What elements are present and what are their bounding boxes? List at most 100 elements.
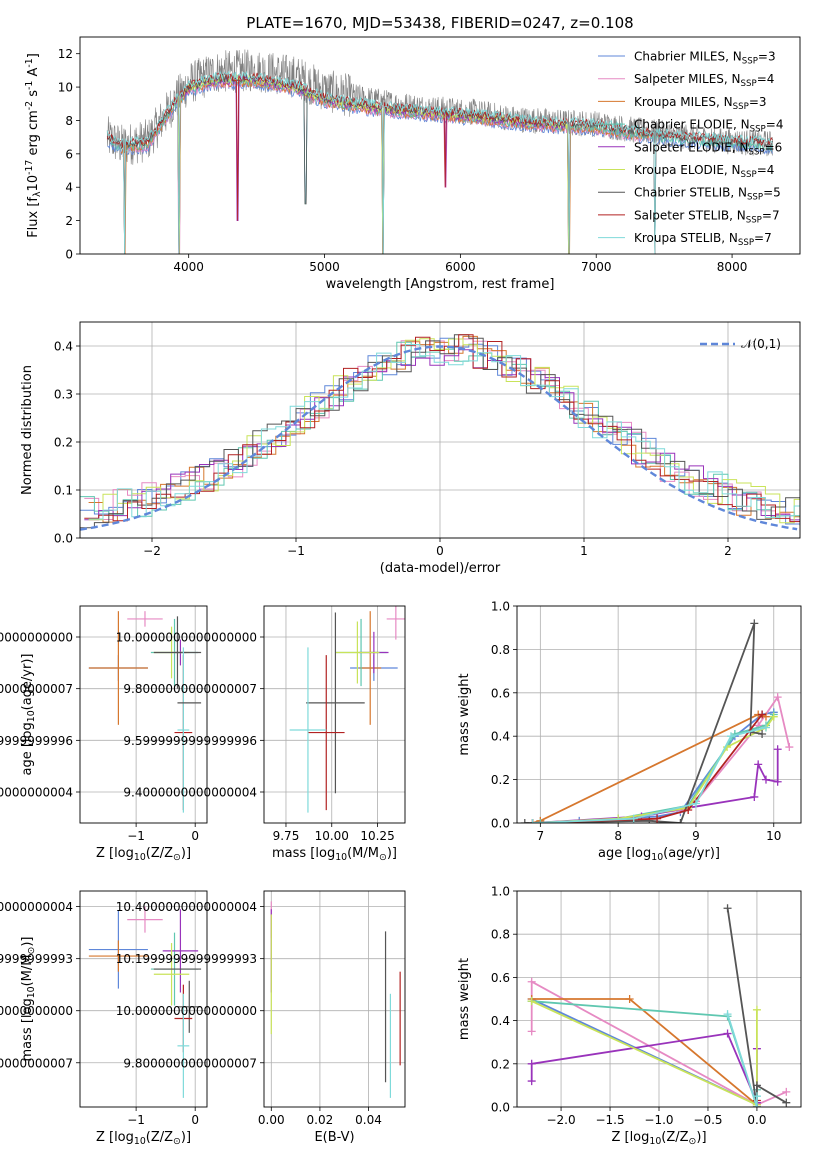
axes-frame-residuals [79, 321, 801, 539]
x-tick-label: 0.0 [747, 1113, 766, 1127]
x-tick-label: 9 [692, 829, 700, 843]
y-axis-label: mass [log10(M/M⊙)] [20, 937, 37, 1062]
axes-frame-ebv_mass [263, 890, 406, 1108]
y-tick-label: 10.0000000000000000 [0, 1004, 73, 1018]
weight-marker [527, 1059, 536, 1068]
errorbar-point [359, 611, 382, 725]
weight-series-8 [723, 1010, 761, 1107]
plot-area-Z_mass [88, 906, 202, 1098]
y-tick-label: 0.2 [491, 773, 510, 787]
errorbar-point [127, 906, 163, 933]
x-tick-label: 0 [191, 829, 199, 843]
plot-area-mass_age [289, 606, 405, 813]
y-tick-label: 12 [58, 47, 73, 61]
errorbar-point [177, 647, 190, 813]
weight-series-5 [528, 712, 778, 823]
weight-series-6 [520, 619, 767, 823]
weight-marker [676, 819, 685, 823]
weight-marker [691, 799, 700, 808]
model-spectrum-8 [106, 70, 773, 254]
errorbar-point [153, 943, 190, 1006]
weight-marker [750, 792, 759, 801]
x-axis-label: mass [log10(M/M⊙)] [272, 846, 397, 863]
plot-area-Z_age [88, 611, 202, 813]
y-tick-label: 0.4 [491, 1014, 510, 1028]
residual-histogram-5 [88, 338, 800, 524]
weight-marker [782, 1098, 791, 1107]
y-axis-label: age [log10(age/yr)] [20, 654, 37, 776]
weight-series-2 [528, 710, 770, 823]
y-tick-label: 1.0 [491, 600, 510, 614]
x-axis-label: age [log10(age/yr)] [598, 846, 720, 863]
x-tick-label: −0.5 [693, 1113, 722, 1127]
y-tick-label: 0.6 [491, 971, 510, 985]
axes-frame-Z_mass [79, 890, 208, 1108]
weight-marker [527, 977, 536, 986]
legend-entry: Chabrier ELODIE, NSSP=4 [634, 118, 783, 135]
x-axis-label: (data-model)/error [380, 561, 501, 576]
errorbar-point [306, 612, 365, 794]
weight-marker [625, 995, 634, 1003]
figure-title: PLATE=1670, MJD=53438, FIBERID=0247, z=0… [246, 14, 633, 32]
weight-series-8 [528, 723, 770, 823]
y-tick-label: 9.5999999999999996 [0, 734, 73, 748]
y-tick-label: 0.0 [491, 1101, 510, 1115]
x-axis-label: Z [log10(Z/Z⊙)] [611, 1130, 706, 1147]
x-tick-label: 5000 [309, 260, 340, 274]
axes-frame-mass_age [263, 605, 406, 824]
residual-histogram-3 [80, 341, 800, 526]
x-tick-label: 0.00 [258, 1113, 285, 1127]
x-tick-label: 10.25 [360, 829, 394, 843]
x-axis-label: Z [log10(Z/Z⊙)] [96, 846, 191, 863]
errorbar-point [88, 940, 148, 972]
weight-marker [752, 1081, 761, 1090]
y-tick-label: 1.0 [491, 885, 510, 899]
legend-entry: Kroupa STELIB, NSSP=7 [634, 231, 772, 248]
weight-marker [761, 723, 770, 732]
x-tick-label: −1 [127, 1113, 145, 1127]
y-axis-label: Normed distribution [20, 365, 35, 495]
x-tick-label: −1.5 [595, 1113, 624, 1127]
x-tick-label: 10 [766, 829, 781, 843]
x-tick-label: 0 [191, 1113, 199, 1127]
x-tick-label: 4000 [173, 260, 204, 274]
plot-area-age_weight [520, 619, 794, 823]
x-tick-label: 7 [537, 829, 545, 843]
residual-histogram-4 [84, 349, 800, 521]
plot-area-residuals [80, 334, 800, 531]
y-tick-label: 0.2 [54, 436, 73, 450]
x-tick-label: 0.04 [355, 1113, 382, 1127]
y-tick-label: 2 [65, 214, 73, 228]
weight-marker [758, 710, 767, 719]
legend-entry: 𝒩(0,1) [741, 337, 781, 351]
x-tick-label: 6000 [445, 260, 476, 274]
axes-frame-Z_age [79, 605, 208, 824]
y-tick-label: 0.3 [54, 388, 73, 402]
y-tick-label: 10.1999999999999993 [116, 952, 257, 966]
y-tick-label: 9.5999999999999996 [123, 734, 257, 748]
y-tick-label: 0.4 [54, 340, 73, 354]
legend-spectrum: Chabrier MILES, NSSP=3 Salpeter MILES, NS… [598, 50, 783, 248]
weight-marker [527, 997, 536, 1006]
y-tick-label: 0 [65, 248, 73, 262]
chart-Z_age: −1 0 9.4000000000000004 9.5999999999999996 9… [0, 605, 208, 843]
weight-marker [684, 805, 693, 814]
y-axis-label: Flux [fλ10-17 erg cm-2 s-1 A-1] [24, 53, 43, 238]
y-tick-label: 8 [65, 114, 73, 128]
grid-mass_age [264, 606, 405, 823]
x-tick-label: −2 [143, 544, 161, 558]
weight-marker [773, 777, 782, 786]
errorbar-point [177, 993, 190, 1098]
weight-marker [785, 743, 794, 752]
errorbar-point [386, 606, 405, 640]
weight-series-4 [527, 1029, 761, 1107]
x-tick-label: 0.02 [307, 1113, 334, 1127]
y-axis-label: mass weight [457, 673, 472, 755]
weight-marker [754, 760, 763, 769]
weight-marker [752, 1103, 761, 1107]
x-tick-label: 10.00 [315, 829, 349, 843]
x-tick-label: 8000 [717, 260, 748, 274]
weight-marker [527, 1027, 536, 1036]
weight-marker [758, 730, 767, 739]
x-tick-label: −2.0 [546, 1113, 575, 1127]
